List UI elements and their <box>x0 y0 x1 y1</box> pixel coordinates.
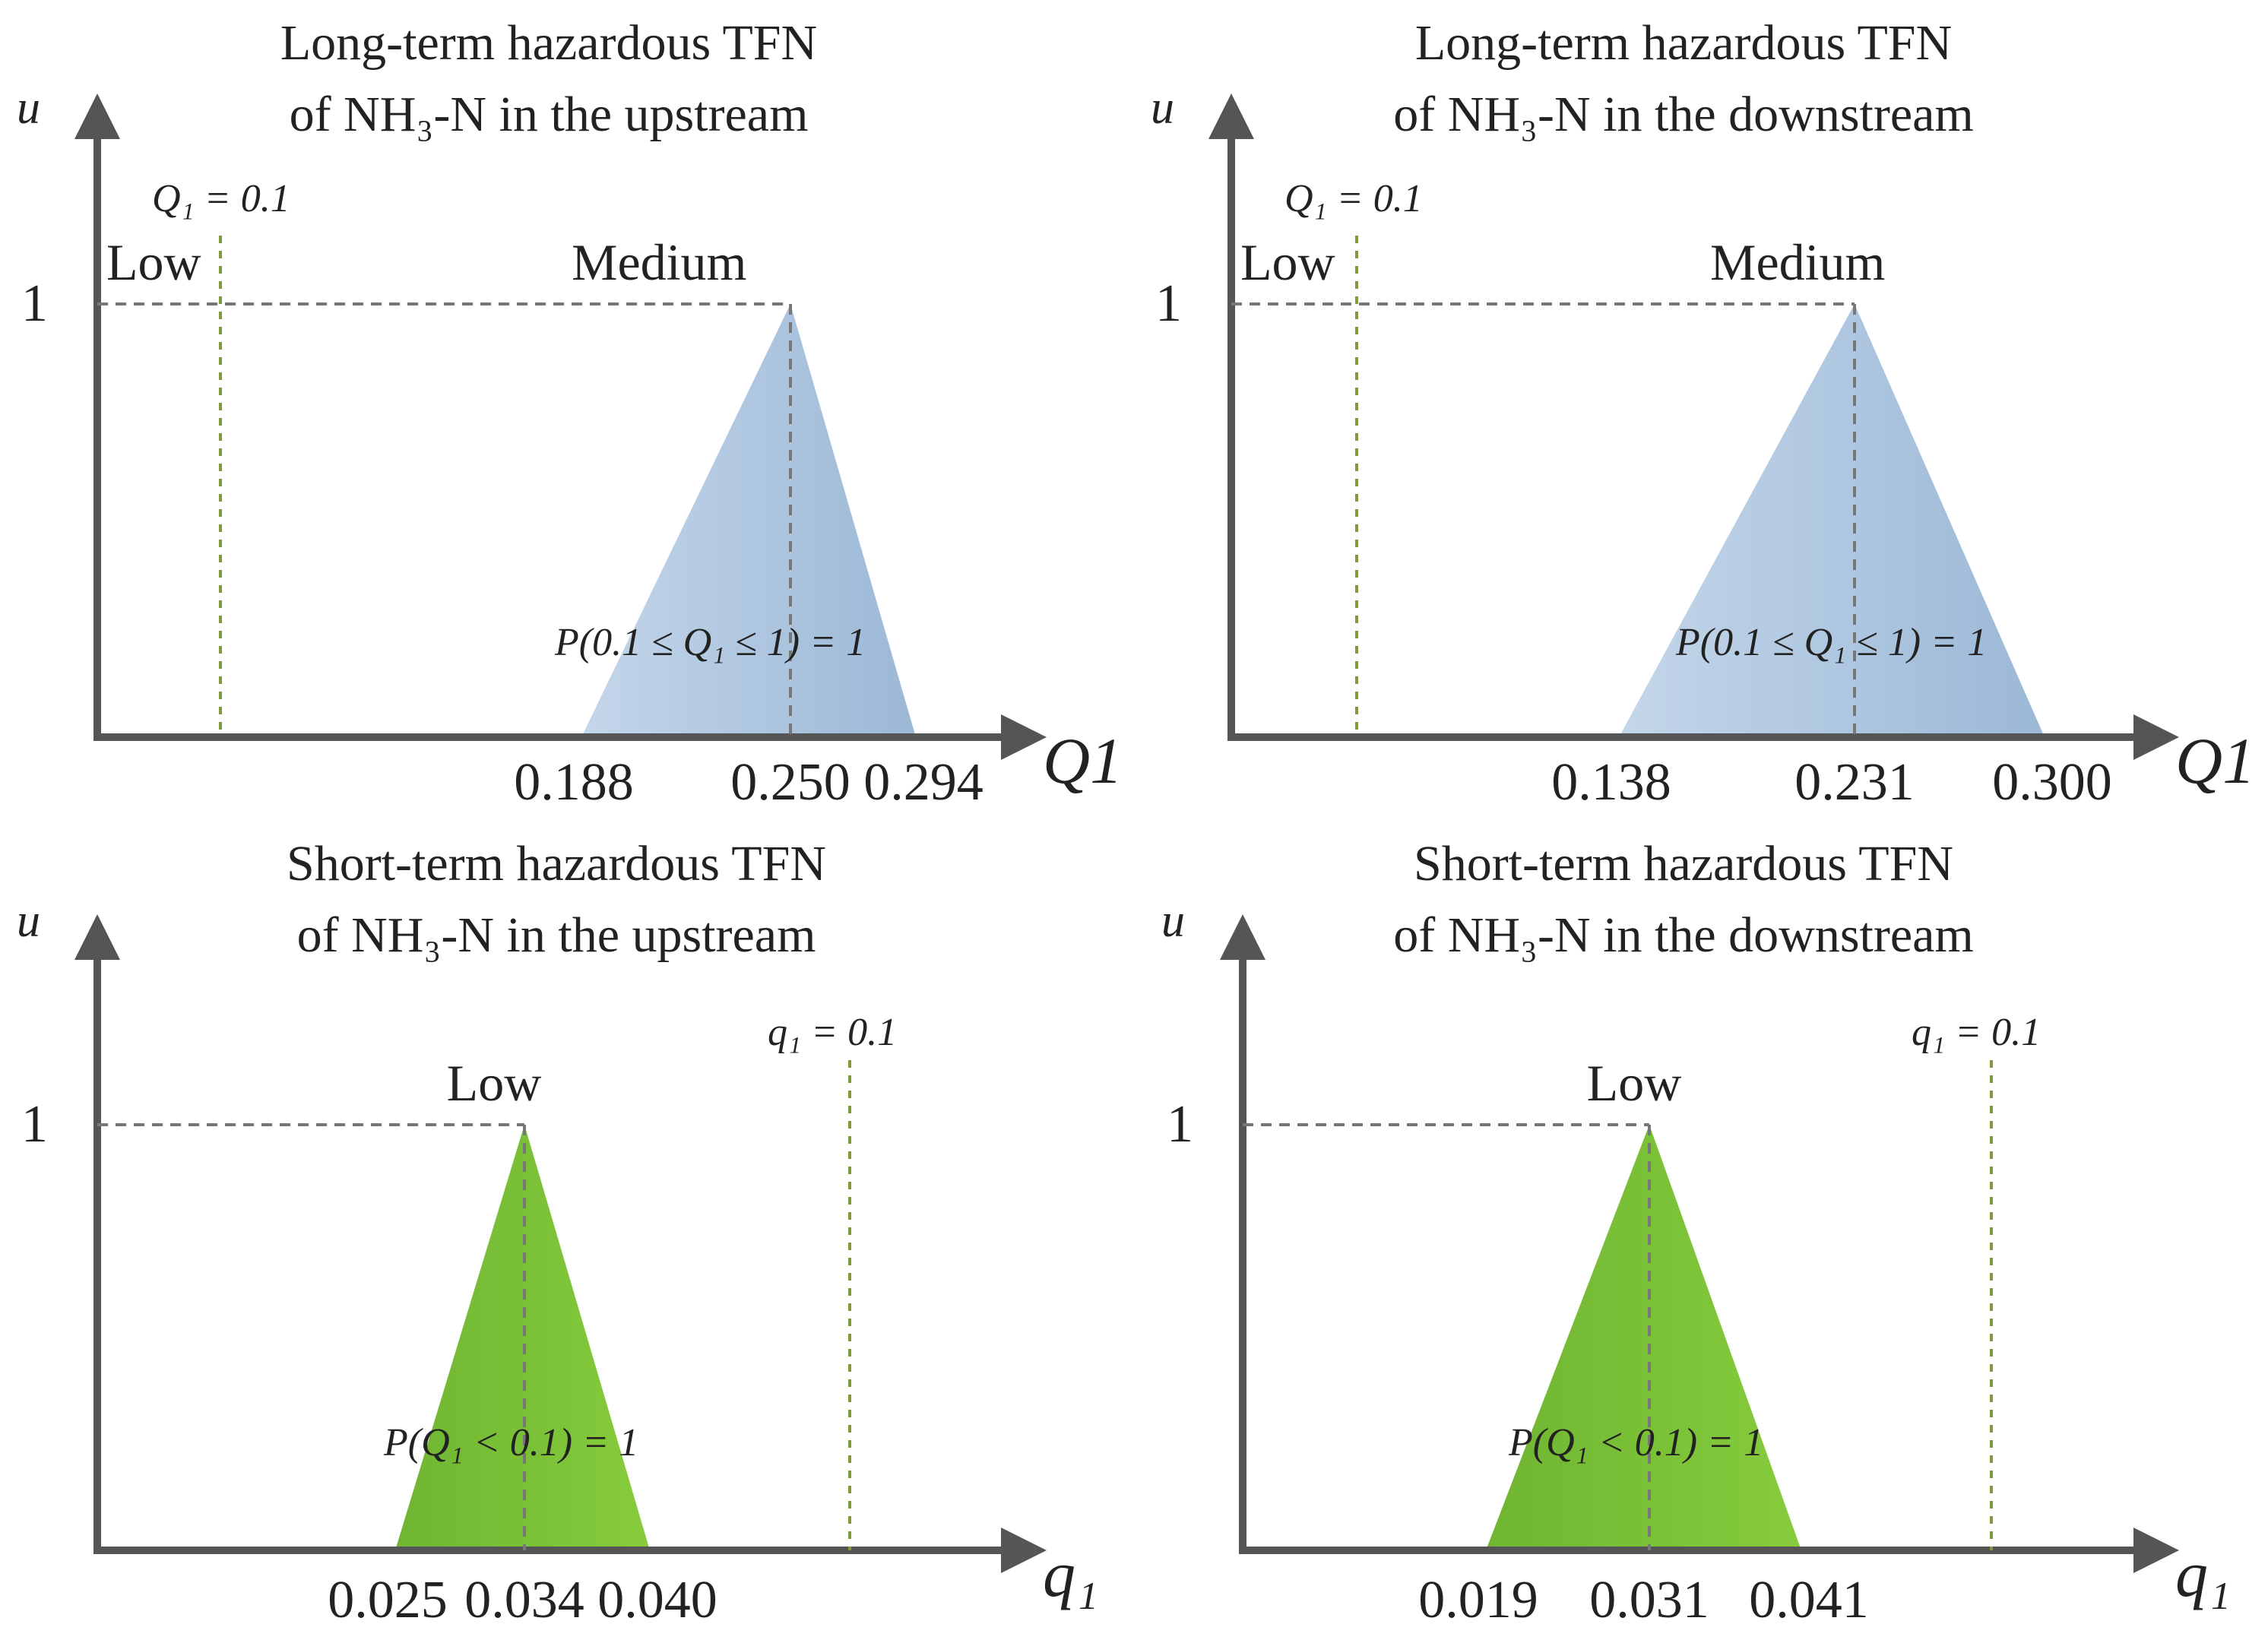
panel4-category-low: Low <box>1587 1054 1682 1112</box>
panel4-title-line2: of NH₃-N in the downstream <box>1393 907 1974 963</box>
panel2-title-line1: Long-term hazardous TFN <box>1415 15 1952 71</box>
panel4-tfn-triangle <box>1486 1125 1801 1550</box>
panel1-category-medium: Medium <box>572 233 746 291</box>
panel1-x-label: Q1 <box>1043 724 1123 797</box>
panel3-threshold-label: q₁ = 0.1 <box>768 1011 897 1054</box>
panel3-x-tick-peak: 0.034 <box>464 1571 584 1629</box>
panel2-x-tick-low: 0.138 <box>1551 753 1671 812</box>
panel1-threshold-label: Q₁ = 0.1 <box>152 177 290 220</box>
panel-long-term-downstream: Long-term hazardous TFN of NH₃-N in the … <box>1151 15 2255 812</box>
panel4-y-tick: 1 <box>1167 1095 1193 1154</box>
panel2-x-tick-peak: 0.231 <box>1794 753 1915 812</box>
panel4-x-tick-peak: 0.031 <box>1589 1571 1709 1629</box>
panel-short-term-upstream: Short-term hazardous TFN of NH₃-N in the… <box>17 836 1098 1629</box>
panel4-title-line1: Short-term hazardous TFN <box>1414 836 1953 891</box>
panel4-y-label: u <box>1161 895 1185 947</box>
panel4-probability: P(Q₁ < 0.1) = 1 <box>1508 1421 1763 1464</box>
panel2-y-tick: 1 <box>1155 274 1182 333</box>
panel1-tfn-triangle <box>581 304 916 737</box>
panel3-category-low: Low <box>447 1054 542 1112</box>
panel2-x-label: Q1 <box>2175 724 2255 797</box>
panel2-category-medium: Medium <box>1710 233 1885 291</box>
panel3-tfn-triangle <box>395 1125 650 1550</box>
panel3-title-line1: Short-term hazardous TFN <box>287 836 826 891</box>
panel3-title-line2: of NH₃-N in the upstream <box>297 907 816 963</box>
panel1-x-tick-high: 0.294 <box>863 753 984 812</box>
panel1-x-tick-low: 0.188 <box>514 753 634 812</box>
panel3-probability: P(Q₁ < 0.1) = 1 <box>383 1421 638 1464</box>
panel1-title-line1: Long-term hazardous TFN <box>280 15 817 71</box>
panel3-x-tick-low: 0.025 <box>328 1571 448 1629</box>
panel3-x-label: q₁ <box>1043 1537 1098 1610</box>
panel1-y-tick: 1 <box>21 274 48 333</box>
panel4-x-tick-low: 0.019 <box>1418 1571 1538 1629</box>
panel1-title-line2: of NH₃-N in the upstream <box>290 87 809 142</box>
panel1-category-low: Low <box>106 233 201 291</box>
panel2-threshold-label: Q₁ = 0.1 <box>1284 177 1423 220</box>
panel1-y-label: u <box>17 82 40 134</box>
panel2-probability: P(0.1 ≤ Q₁ ≤ 1) = 1 <box>1675 621 1987 664</box>
panel3-x-tick-high: 0.040 <box>597 1571 717 1629</box>
panel1-x-tick-peak: 0.250 <box>730 753 850 812</box>
panel1-probability: P(0.1 ≤ Q₁ ≤ 1) = 1 <box>554 621 866 664</box>
panel2-category-low: Low <box>1240 233 1335 291</box>
panel3-y-tick: 1 <box>21 1095 48 1154</box>
panel2-title-line2: of NH₃-N in the downstream <box>1393 87 1974 142</box>
panel-long-term-upstream: Long-term hazardous TFN of NH₃-N in the … <box>17 15 1123 812</box>
panel2-x-tick-high: 0.300 <box>1992 753 2112 812</box>
panel3-y-label: u <box>17 895 40 947</box>
panel2-tfn-triangle <box>1619 304 2045 737</box>
panel4-x-label: q₁ <box>2175 1537 2231 1610</box>
panel4-threshold-label: q₁ = 0.1 <box>1912 1011 2041 1054</box>
panel-short-term-downstream: Short-term hazardous TFN of NH₃-N in the… <box>1161 836 2231 1629</box>
panel2-y-label: u <box>1151 82 1174 134</box>
panel4-x-tick-high: 0.041 <box>1749 1571 1869 1629</box>
